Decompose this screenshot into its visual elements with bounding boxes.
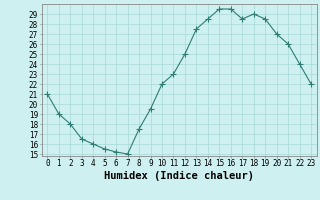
X-axis label: Humidex (Indice chaleur): Humidex (Indice chaleur): [104, 171, 254, 181]
